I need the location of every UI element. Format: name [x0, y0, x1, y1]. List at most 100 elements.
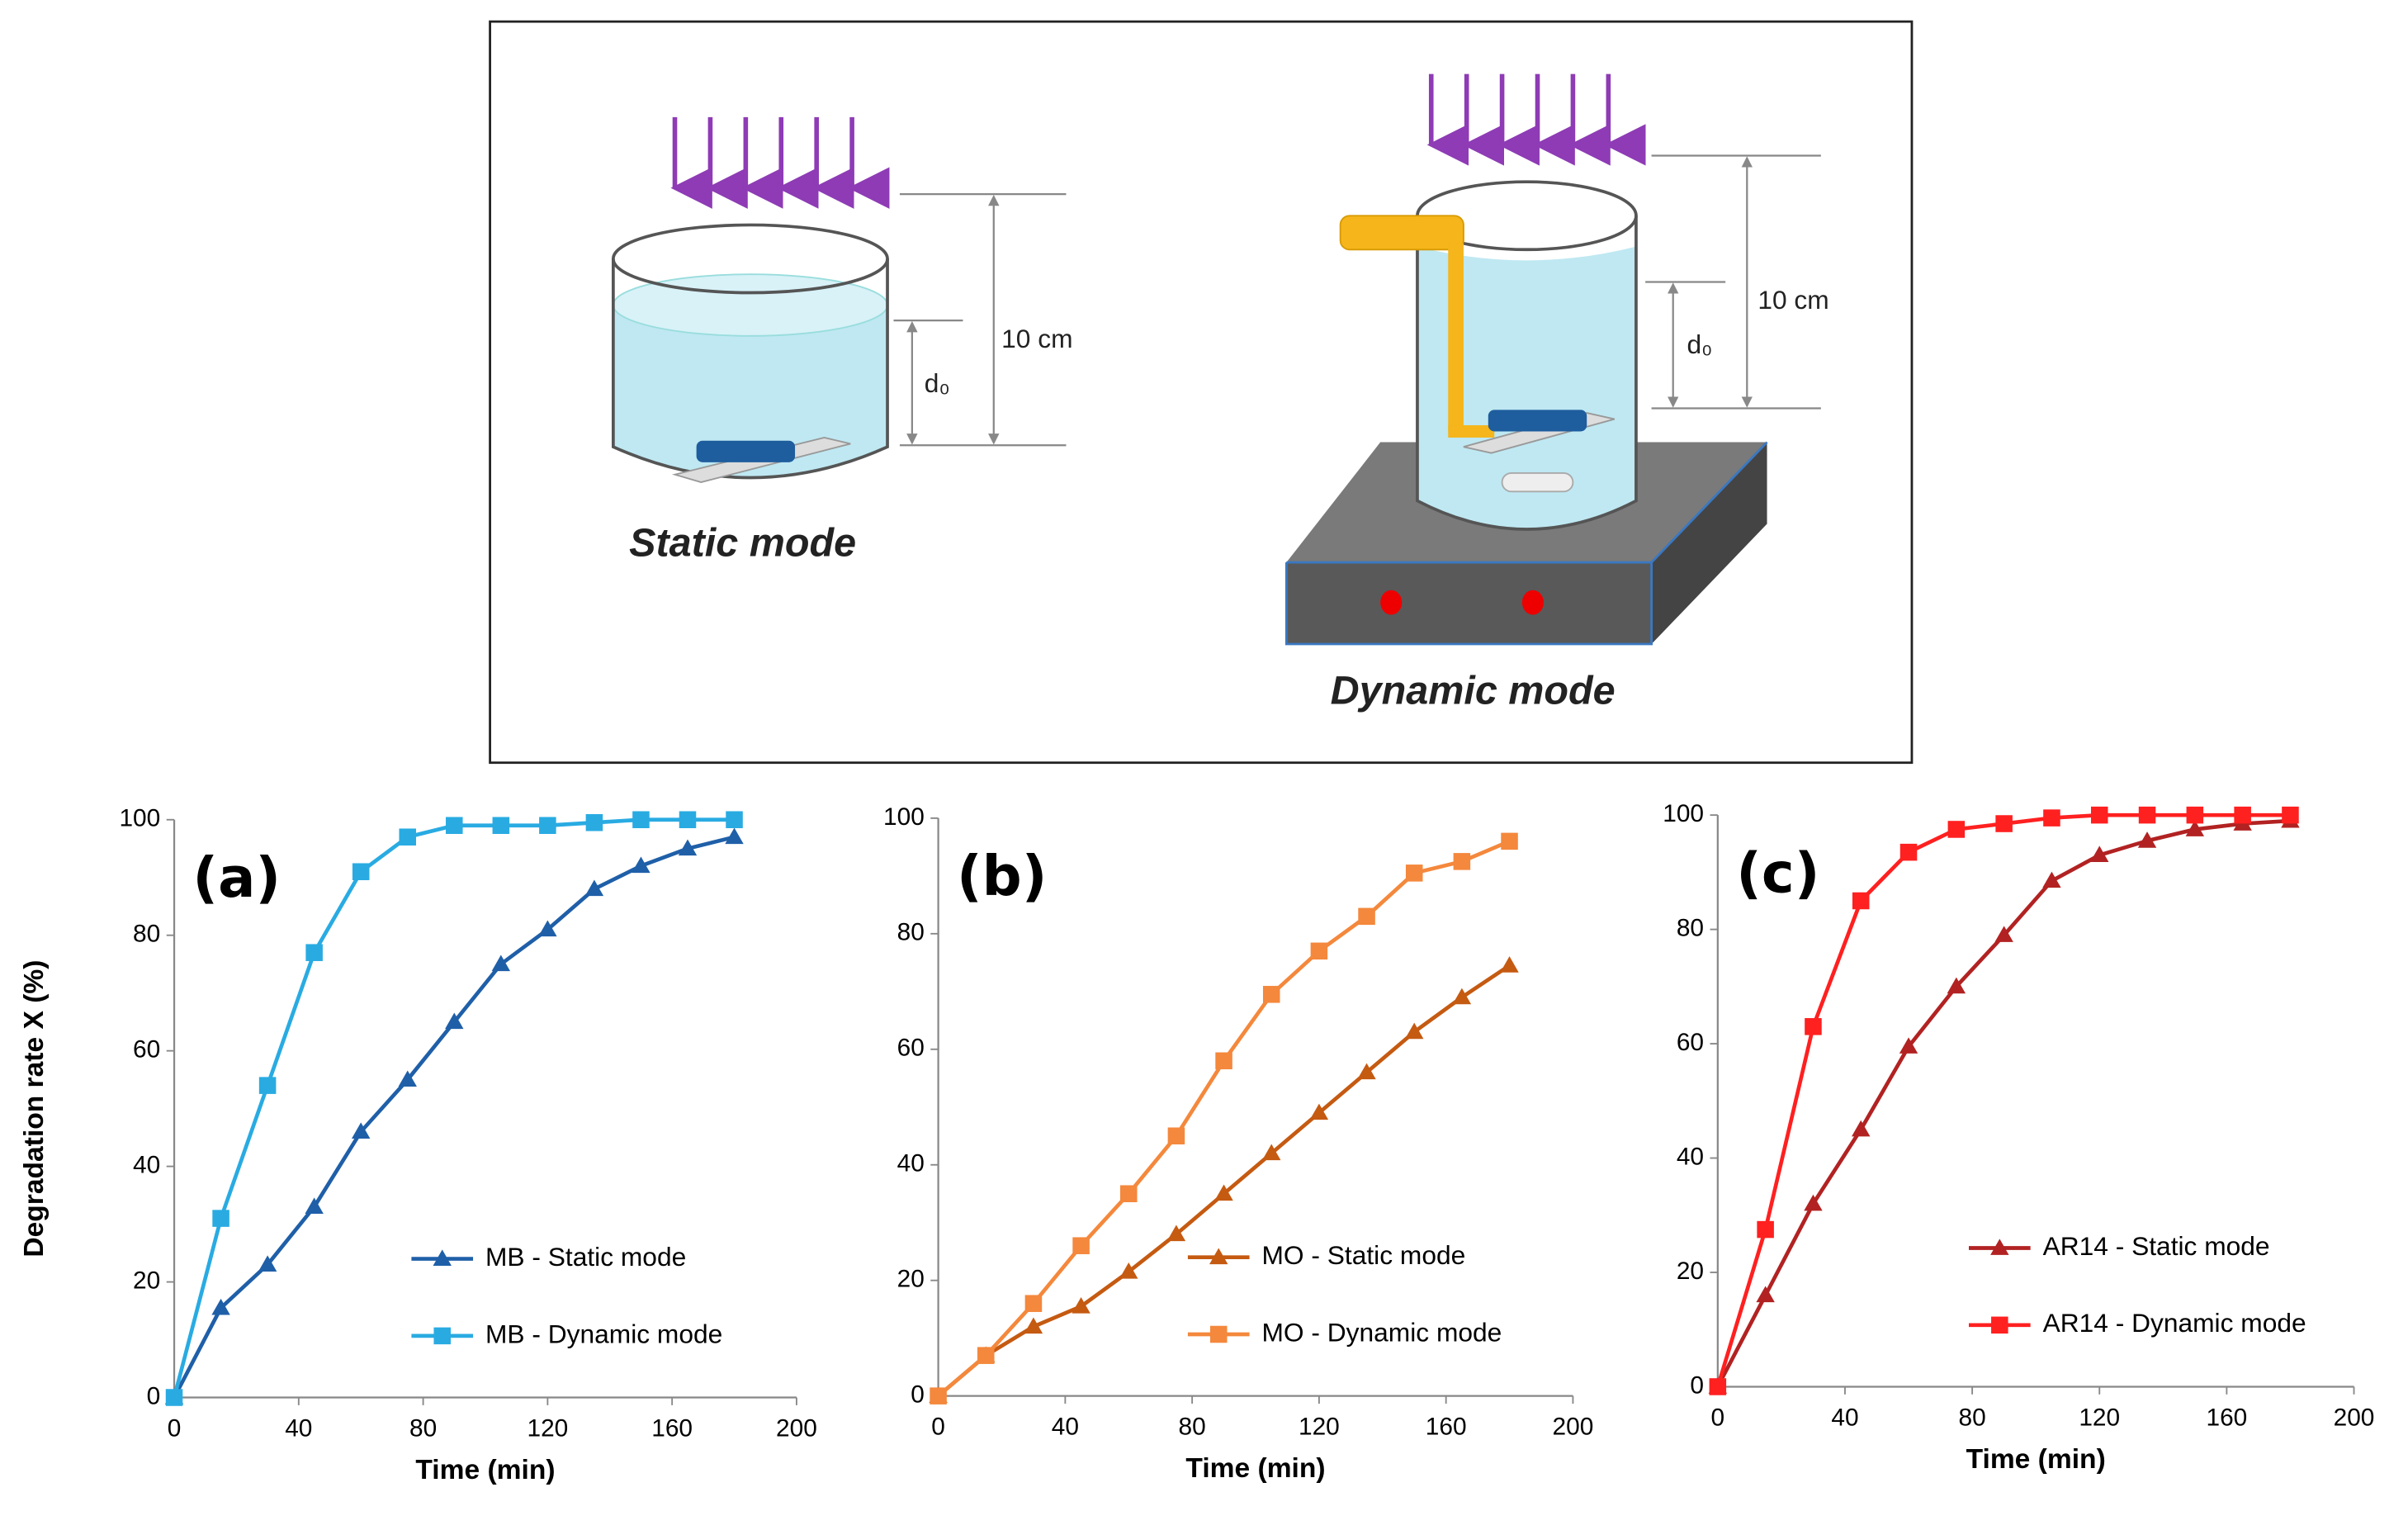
x-tick-label: 40	[1831, 1404, 1858, 1432]
y-tick-label: 80	[1677, 914, 1704, 941]
static-beaker	[611, 223, 889, 484]
y-tick-label: 40	[1677, 1143, 1704, 1170]
legend-label: MB - Dynamic mode	[485, 1319, 722, 1348]
marker	[2090, 806, 2108, 824]
y-tick-label: 100	[119, 805, 160, 832]
y-tick-label: 0	[911, 1381, 925, 1409]
x-tick-label: 160	[651, 1415, 693, 1442]
marker	[1310, 942, 1328, 960]
dynamic-setup	[1284, 180, 1768, 646]
marker	[258, 1077, 277, 1094]
marker	[1947, 821, 1966, 838]
marker	[2138, 806, 2156, 824]
marker	[584, 879, 604, 897]
x-axis-label: Time (min)	[1966, 1444, 2106, 1475]
marker	[2185, 820, 2205, 836]
y-tick-label: 100	[883, 803, 925, 831]
marker	[2234, 806, 2251, 824]
legend-marker	[1991, 1316, 2008, 1334]
height-label: 10 cm	[1758, 285, 1828, 315]
y-tick-label: 40	[133, 1152, 160, 1179]
legend-label: MO - Static mode	[1261, 1240, 1465, 1270]
marker	[1119, 1262, 1138, 1279]
x-tick-label: 80	[1959, 1404, 1986, 1432]
marker	[258, 1255, 277, 1272]
mode-label: Dynamic mode	[1331, 669, 1616, 713]
marker	[211, 1298, 230, 1315]
x-tick-label: 120	[2079, 1404, 2120, 1432]
chart: 0 20 40 60 80 100 0 40 80 120 160 200 Time (min) (c) A…	[1663, 800, 2374, 1475]
x-tick-label: 40	[285, 1415, 312, 1442]
y-tick-label: 0	[147, 1382, 161, 1409]
marker	[491, 954, 511, 972]
marker	[2090, 846, 2109, 863]
marker	[930, 1387, 947, 1404]
marker	[399, 828, 417, 846]
marker	[305, 1197, 324, 1214]
x-tick-label: 0	[168, 1415, 182, 1442]
y-tick-label: 20	[897, 1266, 925, 1293]
marker	[352, 1122, 371, 1139]
series-line	[937, 839, 1511, 1398]
marker	[2282, 806, 2299, 824]
marker	[1709, 1378, 1727, 1395]
marker	[492, 817, 510, 835]
marker	[212, 1210, 229, 1227]
marker	[678, 839, 698, 856]
marker	[1899, 1037, 1918, 1054]
marker	[305, 944, 323, 961]
marker	[632, 811, 650, 829]
marker	[1452, 988, 1472, 1005]
legend-marker	[1990, 1239, 2009, 1255]
x-tick-label: 40	[1052, 1414, 1079, 1441]
marker	[1119, 1185, 1138, 1202]
marker	[725, 827, 744, 845]
panel-label: (a)	[192, 846, 281, 910]
marker	[1405, 1022, 1424, 1040]
x-tick-label: 120	[527, 1415, 568, 1442]
panel-label: (b)	[957, 844, 1047, 908]
x-axis-label: Time (min)	[415, 1455, 555, 1485]
y-tick-label: 20	[133, 1267, 160, 1294]
marker	[445, 1012, 464, 1030]
legend-label: AR14 - Dynamic mode	[2043, 1308, 2306, 1338]
legend-marker	[433, 1249, 452, 1266]
x-tick-label: 80	[409, 1415, 437, 1442]
marker	[1072, 1237, 1090, 1254]
x-axis-label: Time (min)	[1185, 1453, 1325, 1484]
y-tick-label: 80	[133, 921, 160, 948]
x-tick-label: 80	[1179, 1414, 1206, 1441]
height-label: 10 cm	[1001, 324, 1072, 353]
x-tick-label: 200	[1553, 1414, 1594, 1441]
marker	[1024, 1295, 1043, 1312]
marker	[398, 1070, 417, 1087]
x-tick-label: 120	[1299, 1414, 1340, 1441]
static-dimensions	[893, 193, 1067, 447]
y-tick-label: 20	[1677, 1258, 1704, 1285]
y-tick-label: 0	[1690, 1371, 1704, 1399]
dynamic-dimensions	[1645, 154, 1821, 410]
legend-marker	[433, 1327, 451, 1345]
depth-label: d₀	[925, 368, 950, 398]
marker	[1262, 986, 1280, 1003]
marker	[1852, 892, 1870, 910]
marker	[977, 1347, 995, 1364]
marker	[1072, 1296, 1090, 1314]
panel-label: (c)	[1736, 841, 1819, 905]
chart: 0 20 40 60 80 100 0 40 80 120 160 200 Time (min) Degr…	[19, 805, 817, 1485]
legend-label: MO - Dynamic mode	[1261, 1317, 1502, 1347]
marker	[2043, 809, 2060, 827]
marker	[726, 811, 743, 829]
legend-label: MB - Static mode	[485, 1242, 686, 1272]
x-tick-label: 0	[1711, 1404, 1725, 1432]
marker	[1947, 977, 1966, 994]
marker	[1899, 843, 1918, 861]
x-tick-label: 160	[1426, 1414, 1467, 1441]
depth-label: d₀	[1687, 329, 1713, 359]
marker	[1500, 956, 1519, 973]
marker	[1215, 1052, 1232, 1070]
marker	[1501, 832, 1518, 850]
marker	[1358, 907, 1375, 926]
marker	[352, 863, 370, 880]
